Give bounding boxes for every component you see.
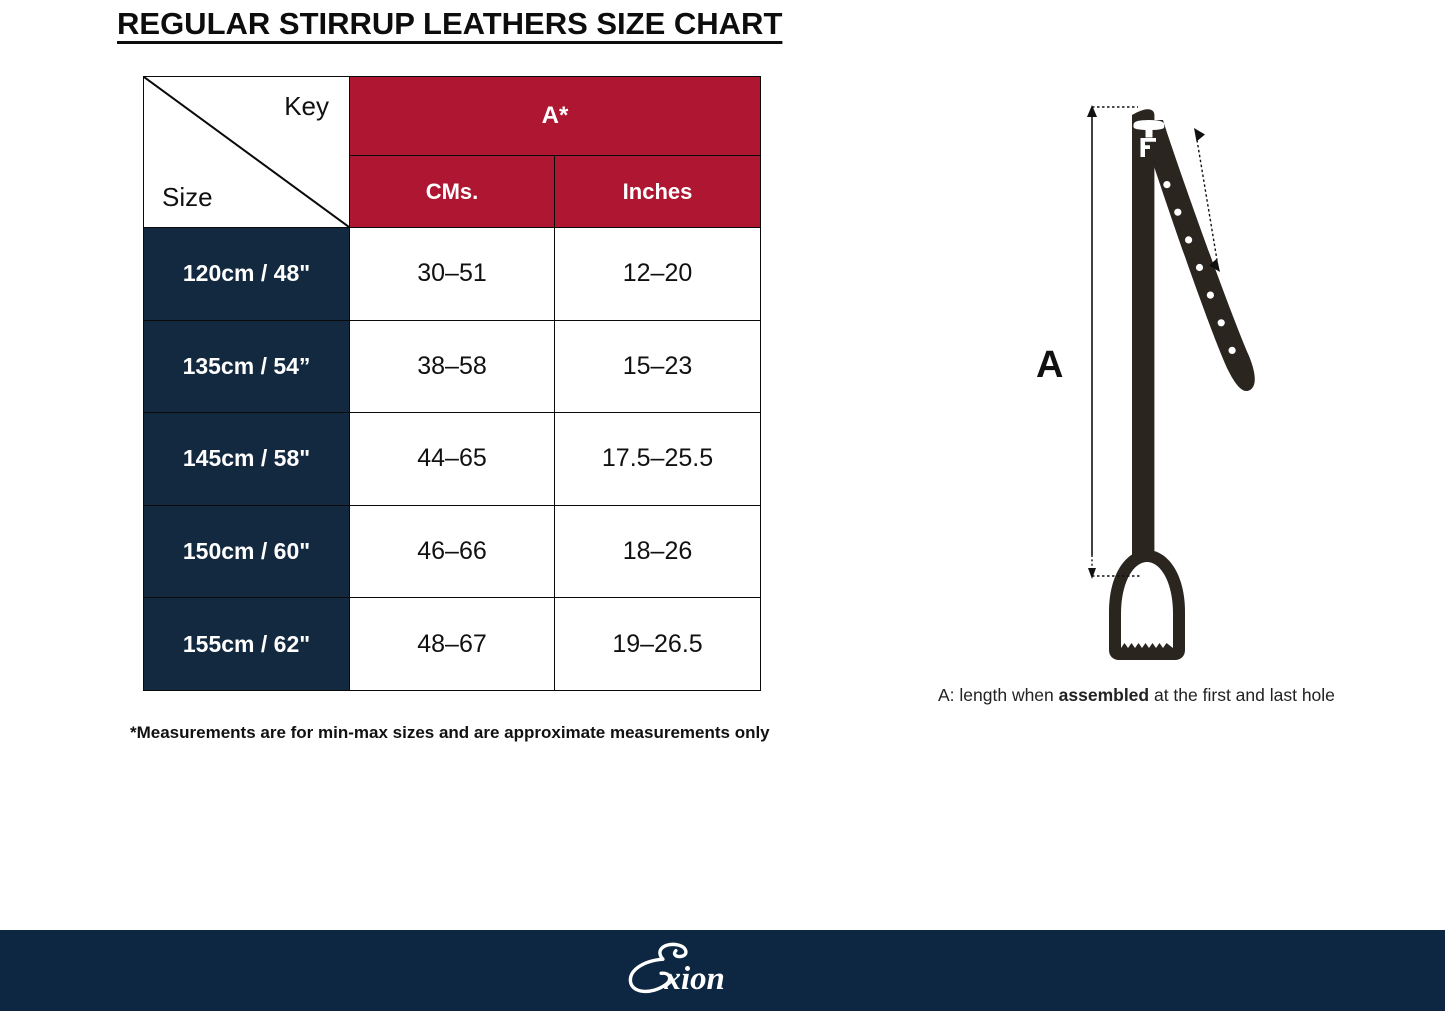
svg-text:xion: xion (664, 961, 725, 997)
svg-text:A: A (1036, 344, 1063, 386)
